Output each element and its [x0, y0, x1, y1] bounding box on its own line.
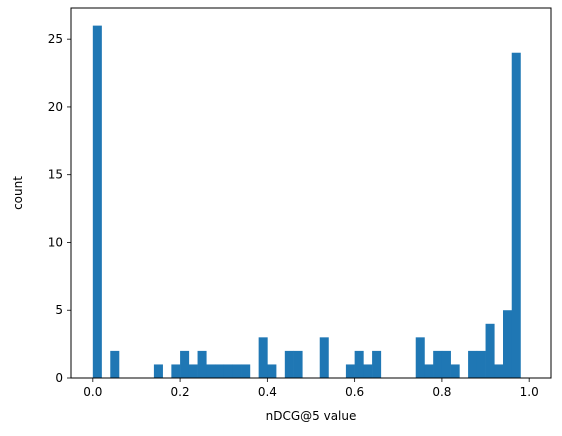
histogram-bar	[258, 337, 268, 378]
x-tick-label: 0.0	[83, 385, 102, 399]
histogram-bar	[450, 364, 460, 378]
x-tick-label: 1.0	[520, 385, 539, 399]
y-axis-ticks: 0 5 10 15 20 25	[48, 32, 71, 385]
histogram-bar	[433, 350, 443, 378]
histogram-bar	[171, 364, 181, 378]
histogram-bar	[180, 350, 190, 378]
y-tick-label: 15	[48, 168, 63, 182]
histogram-bar	[92, 25, 102, 379]
histogram-bar	[476, 350, 486, 378]
x-axis-ticks: 0.0 0.2 0.4 0.6 0.8 1.0	[83, 378, 539, 399]
histogram-bar	[345, 364, 355, 378]
histogram-bar	[441, 350, 451, 378]
histogram-bar	[110, 350, 120, 378]
x-tick-label: 0.8	[432, 385, 451, 399]
histogram-bar	[363, 364, 373, 378]
histogram-bar	[503, 310, 513, 378]
y-tick-label: 20	[48, 100, 63, 114]
histogram-bar	[223, 364, 233, 378]
histogram-bar	[415, 337, 425, 378]
x-tick-label: 0.2	[171, 385, 190, 399]
histogram-bar	[241, 364, 251, 378]
x-axis-label: nDCG@5 value	[266, 409, 357, 423]
histogram-bar	[232, 364, 242, 378]
x-tick-label: 0.4	[258, 385, 277, 399]
y-tick-label: 0	[55, 371, 63, 385]
histogram-bar	[511, 52, 521, 378]
histogram-bar	[188, 364, 198, 378]
y-tick-label: 5	[55, 303, 63, 317]
histogram-bar	[206, 364, 216, 378]
x-tick-label: 0.6	[345, 385, 364, 399]
plot-frame	[70, 7, 552, 379]
histogram-bar	[319, 337, 329, 378]
y-tick-label: 25	[48, 32, 63, 46]
y-tick-label: 10	[48, 235, 63, 249]
y-axis-label: count	[11, 176, 25, 210]
histogram-bar	[372, 350, 382, 378]
histogram-bar	[197, 350, 207, 378]
histogram-bar	[494, 364, 504, 378]
histogram-bar	[485, 323, 495, 378]
histogram-bar	[153, 364, 163, 378]
histogram-bar	[354, 350, 364, 378]
bars-group	[92, 25, 521, 379]
histogram-bar	[468, 350, 478, 378]
histogram-bar	[293, 350, 303, 378]
histogram-bar	[267, 364, 277, 378]
histogram-bar	[284, 350, 294, 378]
histogram-bar	[215, 364, 225, 378]
histogram-bar	[424, 364, 434, 378]
